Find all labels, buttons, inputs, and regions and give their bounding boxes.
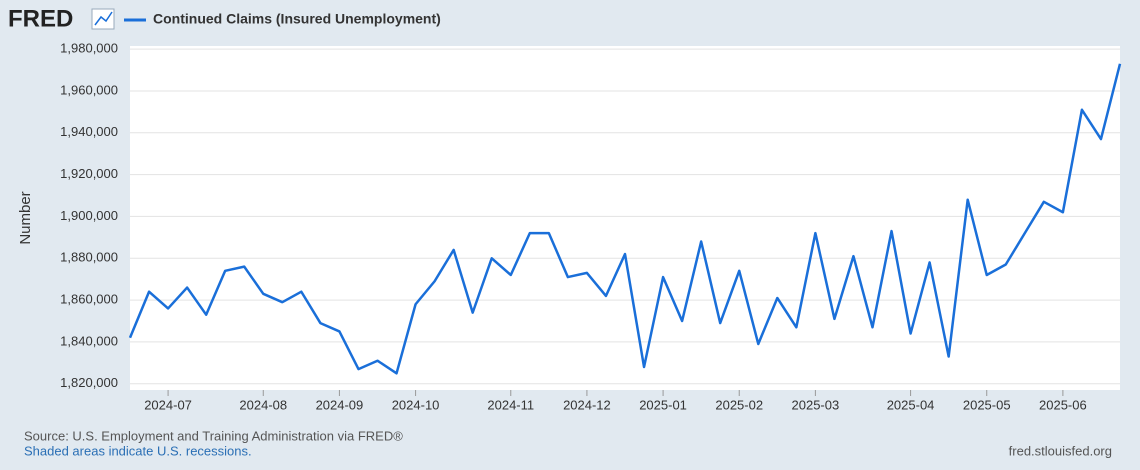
x-tick-label: 2024-08 bbox=[239, 397, 287, 412]
note: Shaded areas indicate U.S. recessions. bbox=[24, 443, 252, 458]
y-axis-label: Number bbox=[17, 191, 34, 244]
logo-icon bbox=[91, 8, 115, 30]
y-tick-label: 1,980,000 bbox=[60, 41, 118, 56]
y-tick-label: 1,860,000 bbox=[60, 292, 118, 307]
plot-area bbox=[130, 46, 1120, 390]
y-tick-label: 1,840,000 bbox=[60, 333, 118, 348]
data-line bbox=[128, 63, 1122, 375]
y-tick-label: 1,940,000 bbox=[60, 124, 118, 139]
logo: FRED bbox=[8, 5, 73, 32]
y-tick-label: 1,900,000 bbox=[60, 208, 118, 223]
x-tick-label: 2025-03 bbox=[792, 397, 840, 412]
x-tick-label: 2024-09 bbox=[316, 397, 364, 412]
legend-label: Continued Claims (Insured Unemployment) bbox=[153, 11, 441, 27]
site: fred.stlouisfed.org bbox=[1009, 443, 1112, 458]
x-tick-label: 2025-01 bbox=[639, 397, 687, 412]
x-tick-label: 2024-07 bbox=[144, 397, 192, 412]
y-tick-label: 1,880,000 bbox=[60, 250, 118, 265]
y-tick-label: 1,920,000 bbox=[60, 166, 118, 181]
x-tick-label: 2024-12 bbox=[563, 397, 611, 412]
x-tick-label: 2024-11 bbox=[487, 397, 534, 412]
y-tick-label: 1,960,000 bbox=[60, 82, 118, 97]
x-tick-label: 2025-04 bbox=[887, 397, 935, 412]
x-tick-label: 2025-05 bbox=[963, 397, 1011, 412]
y-tick-label: 1,820,000 bbox=[60, 375, 118, 390]
source: Source: U.S. Employment and Training Adm… bbox=[24, 428, 403, 443]
x-tick-label: 2025-06 bbox=[1039, 397, 1087, 412]
x-tick-label: 2024-10 bbox=[392, 397, 440, 412]
x-tick-label: 2025-02 bbox=[715, 397, 763, 412]
